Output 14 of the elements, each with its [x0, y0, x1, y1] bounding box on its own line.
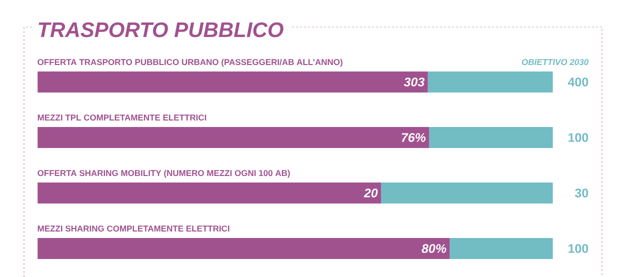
data-label: 303	[404, 78, 425, 86]
data-label: 80%	[422, 244, 446, 253]
series-label: OBIETTIVO 2030	[522, 59, 589, 66]
y-tick-label: MEZZI TPL COMPLETAMENTE ELETTRICI	[38, 114, 206, 121]
total-label: 100	[568, 244, 588, 253]
total-label: 100	[568, 133, 588, 142]
total-label: 30	[574, 188, 588, 198]
data-label: 76%	[402, 133, 426, 142]
total-label: 400	[568, 78, 588, 86]
data-label: 20	[364, 188, 378, 198]
y-tick-label: OFFERTA TRASPORTO PUBBLICO URBANO (PASSEGGERI/AB ALL’ANNO)	[38, 58, 342, 67]
y-tick-label: OFFERTA SHARING MOBILITY (NUMERO MEZZI OGNI 100 AB)	[38, 170, 290, 178]
y-tick-label: MEZZI SHARING COMPLETAMENTE ELETTRICI	[38, 226, 230, 232]
chart-title: TRASPORTO PUBBLICO	[38, 22, 284, 38]
